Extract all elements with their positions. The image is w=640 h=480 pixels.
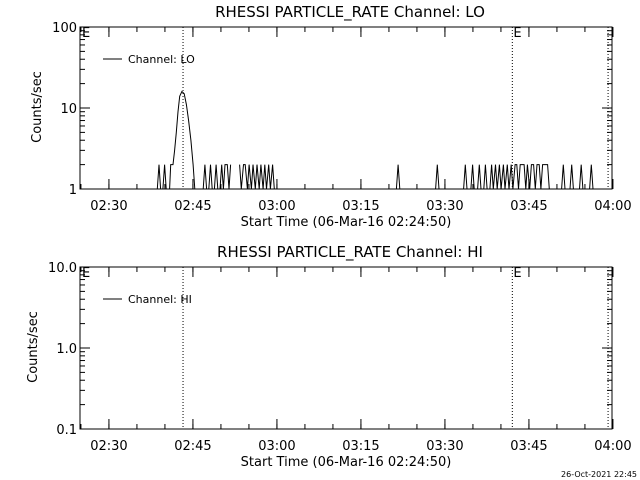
lo-legend-label: Channel: LO (128, 53, 195, 66)
hi-x-tick-label: 03:30 (426, 439, 463, 454)
hi-y-axis-label: Counts/sec (26, 311, 41, 383)
lo-x-tick-label: 03:15 (342, 199, 379, 214)
lo-y-tick-label: 100 (52, 21, 77, 36)
lo-x-tick-label: 03:30 (426, 199, 463, 214)
lo-y-tick-label: 1 (69, 183, 77, 198)
hi-x-tick-label: 03:15 (342, 439, 379, 454)
hi-y-tick-label: 10.0 (48, 261, 77, 276)
lo-chart-title: RHESSI PARTICLE_RATE Channel: LO (215, 3, 485, 22)
hi-legend-label: Channel: HI (128, 293, 192, 306)
lo-channel-panel: RHESSI PARTICLE_RATE Channel: LO Start T… (30, 3, 632, 230)
hi-chart-title: RHESSI PARTICLE_RATE Channel: HI (217, 243, 483, 262)
lo-y-axis-label: Counts/sec (30, 71, 45, 143)
lo-x-tick-label: 03:45 (510, 199, 547, 214)
lo-e-marker: E (82, 26, 90, 41)
hi-x-tick-label: 03:45 (510, 439, 547, 454)
hi-plot-frame (79, 266, 613, 430)
hi-e-marker: E (82, 266, 90, 281)
lo-x-tick-label: 03:00 (258, 199, 295, 214)
lo-series-line (156, 90, 594, 190)
hi-x-tick-label: 04:00 (594, 439, 631, 454)
hi-y-tick-label: 1.0 (56, 342, 77, 357)
hi-y-tick-label: 0.1 (56, 423, 77, 438)
lo-x-axis-label: Start Time (06-Mar-16 02:24:50) (241, 215, 452, 230)
hi-x-tick-label: 02:45 (174, 439, 211, 454)
lo-e-marker: E (513, 26, 521, 41)
hi-x-tick-label: 03:00 (258, 439, 295, 454)
hi-x-tick-label: 02:30 (90, 439, 127, 454)
lo-x-tick-label: 02:45 (174, 199, 211, 214)
lo-x-tick-label: 04:00 (594, 199, 631, 214)
footer-timestamp: 26-Oct-2021 22:45 (561, 470, 637, 479)
hi-x-axis-label: Start Time (06-Mar-16 02:24:50) (241, 455, 452, 470)
hi-e-marker: E (513, 266, 521, 281)
lo-x-tick-label: 02:30 (90, 199, 127, 214)
lo-y-tick-label: 10 (60, 102, 77, 117)
hi-channel-panel: RHESSI PARTICLE_RATE Channel: HI Start T… (26, 243, 632, 470)
